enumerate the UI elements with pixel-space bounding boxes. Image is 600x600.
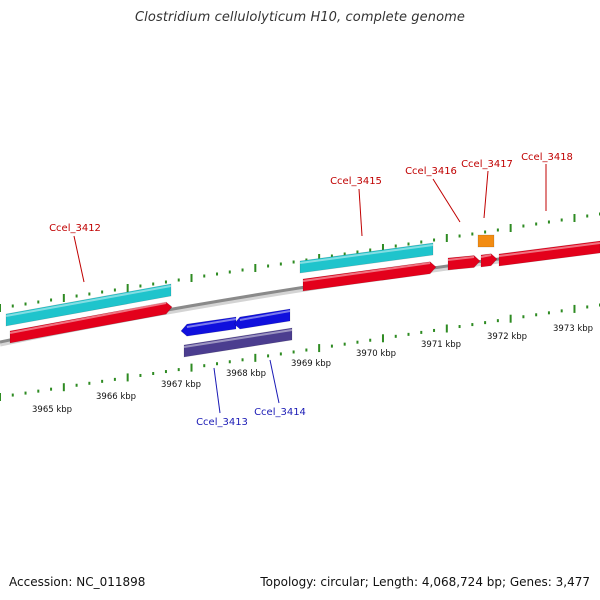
kbp-label: 3971 kbp xyxy=(421,340,461,350)
gene-leader-line xyxy=(213,367,221,414)
gene-labels: Ccel_3412 Ccel_3413 Ccel_3414 Ccel_3415 Ccel… xyxy=(49,152,573,428)
ccel-3414-gene-highlight xyxy=(239,310,291,321)
kbp-label: 3972 kbp xyxy=(487,332,527,342)
ccel-3416-gene-highlight xyxy=(447,256,475,261)
kbp-labels: 3965 kbp 3966 kbp 3967 kbp 3968 kbp 3969 kbp… xyxy=(32,324,593,415)
gene-label-ccel-3412[interactable]: Ccel_3412 xyxy=(49,223,101,234)
ccel-3417-feature xyxy=(477,234,495,248)
ccel-3415-feature-highlight xyxy=(299,244,434,264)
genome-summary-text: Topology: circular; Length: 4,068,724 bp… xyxy=(260,575,590,589)
gene-label-ccel-3418[interactable]: Ccel_3418 xyxy=(521,152,573,163)
gene-label-ccel-3417[interactable]: Ccel_3417 xyxy=(461,159,513,170)
lower-tick-scale xyxy=(0,303,600,401)
gene-label-ccel-3415[interactable]: Ccel_3415 xyxy=(330,176,382,187)
ccel-3418-gene xyxy=(498,240,600,267)
ccel-3413-gene xyxy=(180,316,237,337)
kbp-label: 3967 kbp xyxy=(161,380,201,390)
map-title: Clostridium cellulolyticum H10, complete… xyxy=(135,10,465,25)
ccel-3412-gene-highlight xyxy=(9,302,167,334)
ccel-3414-gene xyxy=(233,308,291,330)
gene-features xyxy=(5,234,600,358)
gene-leader-line xyxy=(432,178,461,223)
ccel-3417-gene-highlight xyxy=(480,254,492,258)
gene-leader-line xyxy=(483,170,489,219)
ccel-3412-feature xyxy=(5,283,172,327)
kbp-label: 3970 kbp xyxy=(356,349,396,359)
ccel-3412-gene xyxy=(9,301,173,344)
ccel-3415-gene xyxy=(302,261,437,292)
ccel-3415-gene-highlight xyxy=(302,262,431,282)
kbp-label: 3969 kbp xyxy=(291,359,331,369)
ccel-3412-feature-highlight xyxy=(5,285,172,317)
ccel-3415-feature xyxy=(299,242,434,274)
ccel-3413-3414-feature-highlight xyxy=(183,329,293,348)
ccel-3417-gene xyxy=(480,253,498,268)
ccel-3418-gene-highlight xyxy=(498,242,600,257)
ccel-3416-gene xyxy=(447,255,481,271)
kbp-label: 3968 kbp xyxy=(226,369,266,379)
kbp-label: 3966 kbp xyxy=(96,392,136,402)
gene-leader-line xyxy=(73,235,85,283)
accession-text: Accession: NC_011898 xyxy=(9,575,146,589)
ccel-3413-3414-feature xyxy=(183,327,293,358)
gene-label-ccel-3416[interactable]: Ccel_3416 xyxy=(405,166,457,177)
upper-tick-scale xyxy=(0,212,600,312)
gene-label-ccel-3413[interactable]: Ccel_3413 xyxy=(196,417,248,428)
gene-leader-line xyxy=(358,188,363,237)
kbp-label: 3965 kbp xyxy=(32,405,72,415)
kbp-label: 3973 kbp xyxy=(553,324,593,334)
ccel-3413-gene-highlight xyxy=(186,318,237,328)
gene-label-ccel-3414[interactable]: Ccel_3414 xyxy=(254,407,306,418)
gene-leader-line xyxy=(269,359,280,404)
